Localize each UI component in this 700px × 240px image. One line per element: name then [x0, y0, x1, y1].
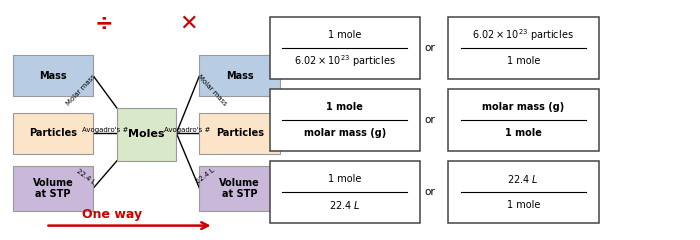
Text: 22.4 $\it{L}$: 22.4 $\it{L}$	[329, 199, 360, 211]
Text: Avogadro's #: Avogadro's #	[164, 127, 211, 132]
Text: molar mass (g): molar mass (g)	[304, 128, 386, 138]
Text: Avogadro's #: Avogadro's #	[82, 127, 128, 132]
FancyBboxPatch shape	[448, 161, 598, 223]
Text: Particles: Particles	[29, 128, 77, 138]
Text: Molar mass: Molar mass	[197, 73, 228, 107]
Text: 1 mole: 1 mole	[505, 128, 542, 138]
Text: ✕: ✕	[180, 14, 198, 34]
Text: Molar mass: Molar mass	[65, 73, 97, 107]
Text: or: or	[424, 187, 435, 197]
Text: $6.02 \times 10^{23}$ particles: $6.02 \times 10^{23}$ particles	[294, 53, 396, 69]
Text: 22.4 $\it{L}$: 22.4 $\it{L}$	[508, 173, 539, 185]
Text: 1 mole: 1 mole	[328, 174, 361, 184]
Text: Moles: Moles	[128, 129, 165, 139]
Text: molar mass (g): molar mass (g)	[482, 102, 564, 112]
Text: 1 mole: 1 mole	[507, 56, 540, 66]
FancyBboxPatch shape	[199, 166, 280, 211]
FancyBboxPatch shape	[270, 17, 420, 79]
Text: or: or	[424, 115, 435, 125]
Text: Mass: Mass	[226, 71, 253, 81]
Text: Volume
at STP: Volume at STP	[32, 178, 74, 199]
FancyBboxPatch shape	[13, 55, 93, 96]
Text: 1 mole: 1 mole	[507, 200, 540, 210]
Text: One way: One way	[82, 208, 142, 221]
FancyBboxPatch shape	[448, 17, 598, 79]
Text: ÷: ÷	[94, 14, 113, 34]
Text: 1 mole: 1 mole	[328, 30, 361, 40]
Text: Particles: Particles	[216, 128, 264, 138]
FancyBboxPatch shape	[13, 113, 93, 154]
FancyBboxPatch shape	[117, 108, 176, 161]
Text: or: or	[424, 43, 435, 53]
FancyBboxPatch shape	[270, 161, 420, 223]
FancyBboxPatch shape	[199, 55, 280, 96]
Text: 1 mole: 1 mole	[326, 102, 363, 112]
FancyBboxPatch shape	[270, 89, 420, 151]
Text: 22.4 L: 22.4 L	[76, 168, 97, 185]
Text: $6.02 \times 10^{23}$ particles: $6.02 \times 10^{23}$ particles	[473, 27, 574, 43]
FancyBboxPatch shape	[13, 166, 93, 211]
Text: Volume
at STP: Volume at STP	[219, 178, 260, 199]
Text: 22.4 L: 22.4 L	[195, 168, 216, 185]
Text: Mass: Mass	[39, 71, 66, 81]
FancyBboxPatch shape	[199, 113, 280, 154]
FancyBboxPatch shape	[448, 89, 598, 151]
